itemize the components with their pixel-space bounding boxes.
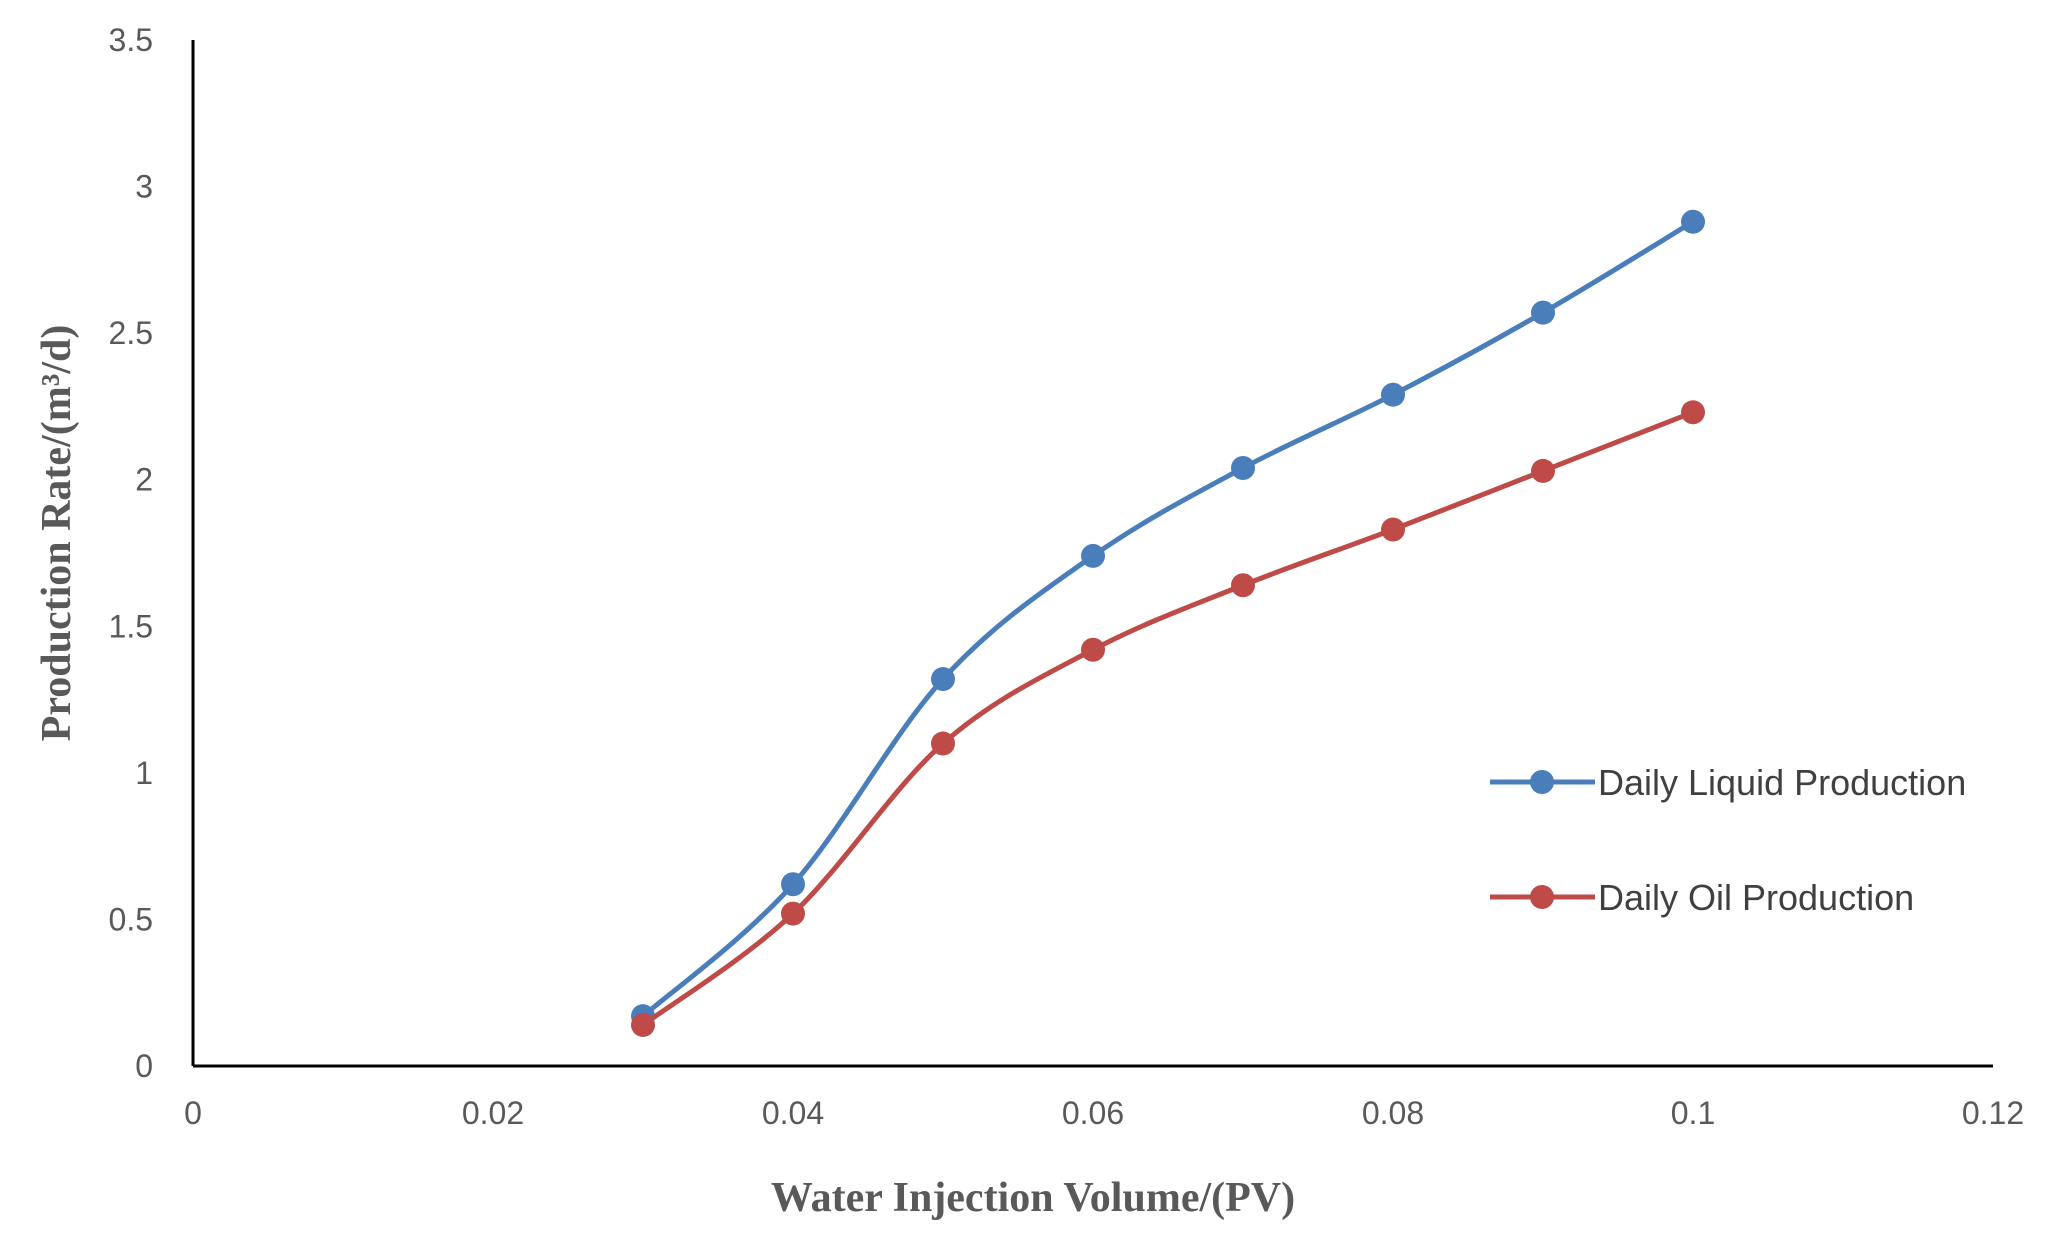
x-axis-ticks: 0 0.02 0.04 0.06 0.08 0.1 0.12 bbox=[184, 1095, 2024, 1131]
x-tick-label: 0.04 bbox=[762, 1095, 824, 1131]
daily-liquid-production-point bbox=[781, 872, 805, 897]
daily-oil-production-point bbox=[1531, 458, 1555, 483]
x-tick-label: 0.06 bbox=[1062, 1095, 1124, 1131]
x-tick-label: 0.12 bbox=[1962, 1095, 2024, 1131]
x-axis-title: Water Injection Volume/(PV) bbox=[771, 1175, 1295, 1221]
daily-liquid-production-line bbox=[641, 219, 1695, 1019]
daily-oil-production-point bbox=[1681, 400, 1705, 425]
daily-liquid-production-point bbox=[931, 667, 955, 692]
legend-daily-oil-production-marker bbox=[1530, 885, 1554, 909]
daily-liquid-production-point bbox=[1231, 455, 1255, 480]
x-tick-label: 0.08 bbox=[1362, 1095, 1424, 1131]
legend: Daily Liquid Production Daily Oil Product… bbox=[1490, 762, 1966, 918]
daily-oil-production-point bbox=[631, 1012, 655, 1037]
daily-liquid-production-point bbox=[1381, 382, 1405, 407]
y-tick-label: 1.5 bbox=[109, 608, 153, 644]
daily-oil-production-point bbox=[1231, 573, 1255, 598]
y-axis-title: Production Rate/(m³/d) bbox=[34, 325, 80, 742]
y-tick-label: 1 bbox=[135, 755, 153, 791]
daily-oil-production-point bbox=[1081, 637, 1105, 662]
daily-liquid-production-point bbox=[1531, 300, 1555, 325]
y-tick-label: 0 bbox=[135, 1048, 153, 1084]
y-axis-ticks: 0 0.5 1 1.5 2 2.5 3 3.5 bbox=[109, 22, 153, 1084]
series-layer bbox=[631, 209, 1705, 1037]
daily-oil-production-point bbox=[931, 731, 955, 756]
y-tick-label: 0.5 bbox=[109, 901, 153, 937]
x-tick-label: 0.1 bbox=[1671, 1095, 1715, 1131]
daily-liquid-production-point bbox=[1681, 209, 1705, 234]
x-tick-label: 0 bbox=[184, 1095, 202, 1131]
daily-oil-production-point bbox=[781, 901, 805, 926]
x-tick-label: 0.02 bbox=[462, 1095, 524, 1131]
y-tick-label: 2.5 bbox=[109, 315, 153, 351]
daily-oil-production-line bbox=[641, 409, 1694, 1027]
y-tick-label: 2 bbox=[135, 462, 153, 498]
legend-daily-liquid-production-label: Daily Liquid Production bbox=[1598, 762, 1966, 803]
y-tick-label: 3 bbox=[135, 169, 153, 205]
legend-daily-oil-production-label: Daily Oil Production bbox=[1598, 877, 1914, 918]
daily-oil-production-point bbox=[1381, 517, 1405, 542]
legend-daily-liquid-production-marker bbox=[1530, 770, 1554, 794]
y-tick-label: 3.5 bbox=[109, 22, 153, 58]
daily-liquid-production-point bbox=[1081, 543, 1105, 568]
